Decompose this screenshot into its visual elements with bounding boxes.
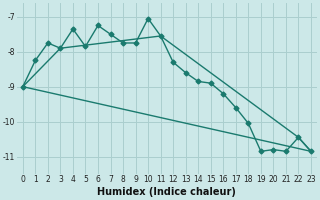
X-axis label: Humidex (Indice chaleur): Humidex (Indice chaleur) bbox=[98, 187, 236, 197]
